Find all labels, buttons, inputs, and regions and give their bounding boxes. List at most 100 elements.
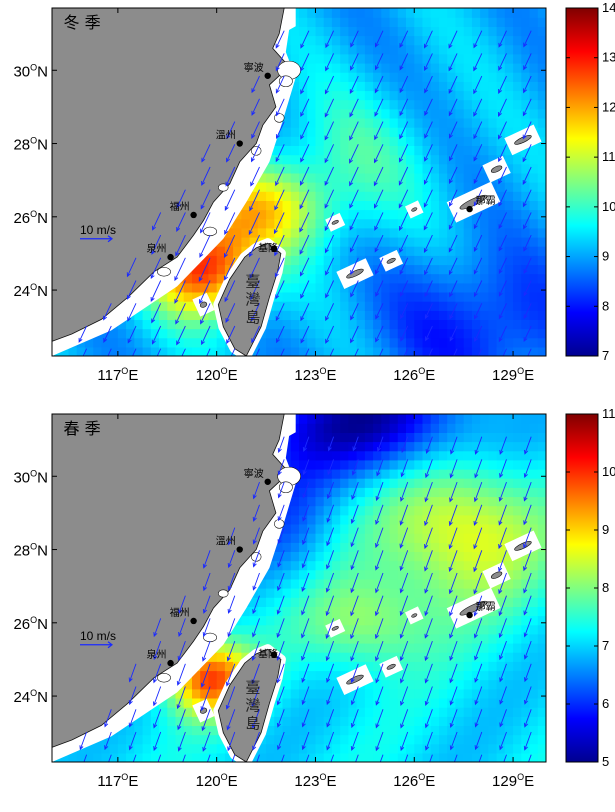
y-tick-label: 24ON <box>13 688 48 706</box>
wind-vector <box>350 618 359 640</box>
winter-panel: 寧波 溫州 福州 泉州 基隆 那霸臺灣島 冬 季 10 m/s 117OE 120OE 123OE 1… <box>0 0 615 400</box>
coastal-islet <box>273 519 285 529</box>
wind-vector <box>498 53 507 71</box>
wind-vector <box>201 709 211 732</box>
wind-vector <box>399 550 409 572</box>
wind-vector <box>248 212 260 236</box>
wind-vector <box>152 686 162 707</box>
colorbar-tick-label: 5 <box>602 754 609 769</box>
wind-vector <box>399 234 409 254</box>
wind-vector <box>498 257 507 275</box>
wind-vector <box>302 527 310 546</box>
naha-marker <box>466 611 473 619</box>
wind-vector <box>277 504 285 522</box>
wind-vector <box>399 75 409 94</box>
wind-vector <box>200 303 211 325</box>
wind-vector <box>424 144 433 162</box>
wenzhou-label: 溫州 <box>216 130 236 142</box>
wind-vector <box>375 686 384 706</box>
wind-vector <box>324 98 335 118</box>
wind-vector <box>449 663 458 684</box>
wind-vector <box>275 144 285 163</box>
keelung-label: 基隆 <box>258 242 278 255</box>
wind-vector <box>498 280 507 297</box>
wind-vector <box>522 189 532 208</box>
wind-vector <box>523 640 532 660</box>
wind-vector <box>325 257 335 276</box>
wind-vector <box>349 121 359 141</box>
spring-colorbar: 11 10 9 8 7 6 5 <box>565 406 615 769</box>
wind-vector <box>302 459 310 476</box>
wind-vector <box>527 348 532 356</box>
wind-vector <box>374 212 384 231</box>
wind-vector <box>450 436 458 455</box>
wind-vector <box>251 663 260 685</box>
wind-vector <box>301 618 310 639</box>
wind-vector <box>448 121 458 139</box>
fuzhou-label: 福州 <box>170 200 190 213</box>
wind-vector <box>399 640 409 662</box>
y-tick-label: 30ON <box>13 62 48 80</box>
wind-vector <box>300 75 310 95</box>
winter-season-label: 冬 季 <box>64 13 101 32</box>
colorbar-gradient <box>565 413 599 763</box>
wind-vector <box>375 325 384 343</box>
wind-vector <box>330 754 335 762</box>
wind-vector <box>252 481 260 500</box>
coastal-islet <box>278 75 293 88</box>
wind-vector <box>200 686 211 712</box>
wind-vector <box>327 459 335 476</box>
wind-vector <box>275 166 285 187</box>
ningbo-label: 寧波 <box>244 61 264 74</box>
colorbar-tick-label: 10 <box>602 464 615 479</box>
wind-vector <box>424 504 433 527</box>
wind-vector <box>478 754 483 762</box>
keelung-marker <box>270 651 278 658</box>
wind-vector <box>473 595 483 617</box>
wind-vector <box>522 166 532 185</box>
wind-vector <box>275 303 285 322</box>
coastal-islet <box>273 113 285 123</box>
winter-map-frame <box>51 7 547 357</box>
wind-vector <box>374 75 384 94</box>
wind-vector <box>449 640 458 662</box>
wind-vector <box>524 686 532 705</box>
colorbar-tick-label: 9 <box>602 522 609 537</box>
wind-vector <box>153 618 162 638</box>
coastal-islet <box>157 267 171 277</box>
wind-vector <box>400 709 409 729</box>
wind-vector <box>524 663 532 683</box>
wind-vector <box>150 257 162 280</box>
wind-vector <box>325 280 335 299</box>
wind-vector <box>473 121 483 140</box>
wind-vector <box>448 212 458 230</box>
wind-vector <box>449 459 458 479</box>
wind-vector <box>403 348 409 356</box>
wind-vector <box>151 325 162 345</box>
ningbo-marker <box>264 72 271 79</box>
wind-vector <box>225 663 236 687</box>
wind-vector <box>177 640 186 661</box>
wind-vector <box>424 595 433 617</box>
wind-vector <box>227 572 236 591</box>
wind-vector <box>497 98 507 117</box>
colorbar-tick-label: 7 <box>602 638 609 653</box>
wind-vector <box>399 663 409 684</box>
wind-vector <box>350 572 359 594</box>
wind-vector <box>251 686 260 708</box>
wind-vector <box>449 166 458 185</box>
wind-vector <box>523 257 532 275</box>
x-tick-label: 123OE <box>294 772 336 790</box>
x-tick-label: 123OE <box>294 366 336 384</box>
wind-vector <box>274 189 285 211</box>
scale-arrow-label: 10 m/s <box>80 223 116 237</box>
wind-vector <box>424 686 433 706</box>
wind-vector <box>350 504 359 524</box>
wind-vector <box>301 572 310 592</box>
wind-vector <box>423 189 433 208</box>
wind-vector <box>400 686 409 706</box>
wind-vector <box>350 709 359 729</box>
wind-vector <box>302 436 310 452</box>
colorbar-gradient <box>565 7 599 357</box>
wind-vector <box>249 234 260 258</box>
